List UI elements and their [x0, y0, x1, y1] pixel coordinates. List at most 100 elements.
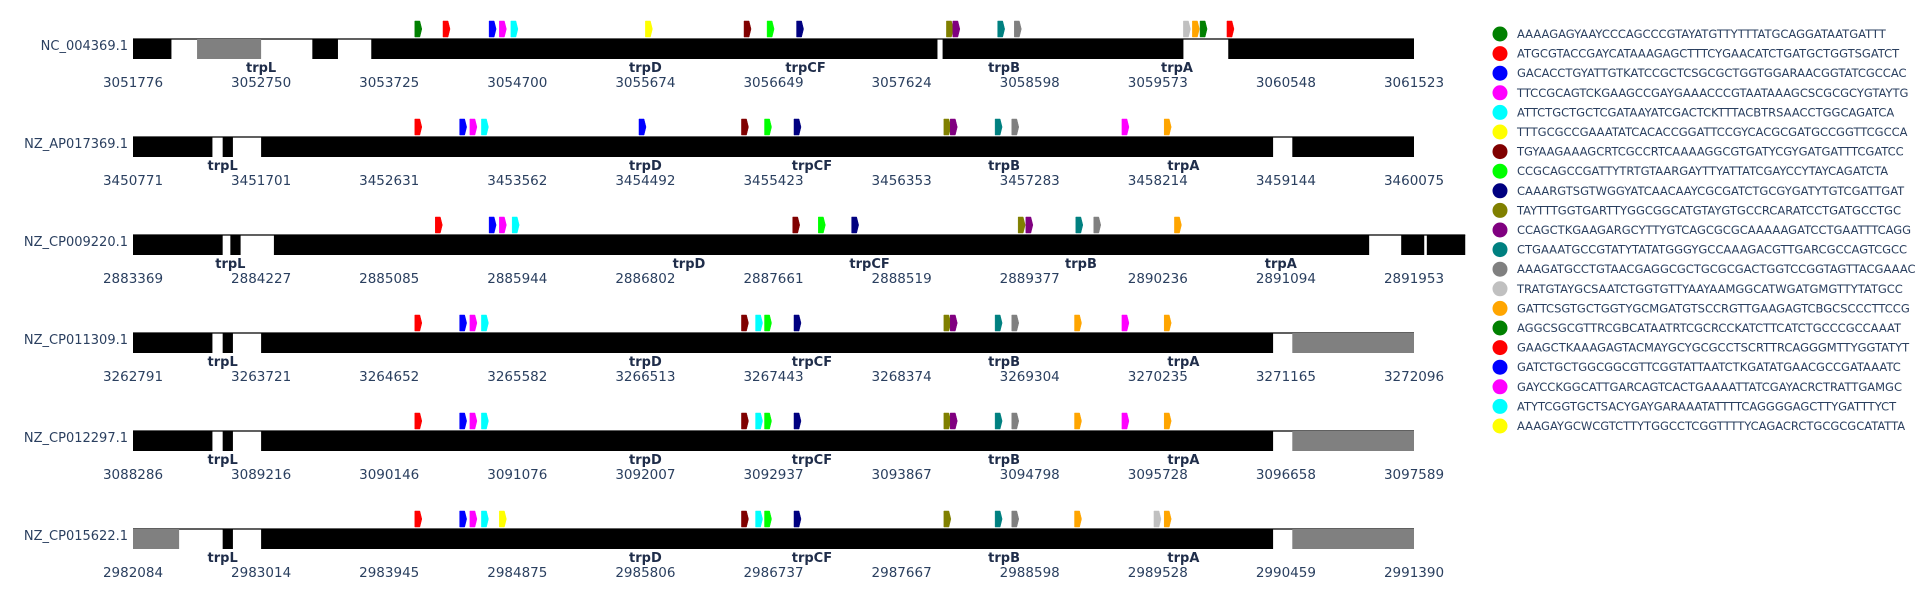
tick-label: 3456353: [872, 173, 932, 189]
motif-marker: [994, 412, 1003, 430]
legend-marker: [1492, 320, 1508, 336]
gene-block: [230, 235, 241, 255]
tick-label: 3097589: [1384, 467, 1444, 483]
motif-marker: [1163, 118, 1172, 136]
tick-label: 3058598: [1000, 75, 1060, 91]
motif-marker: [442, 20, 451, 38]
tick-label: 2884227: [231, 271, 291, 287]
gene-label: trpD: [629, 61, 662, 76]
legend-marker: [1492, 418, 1508, 434]
motif-marker: [766, 20, 775, 38]
motif-marker: [1017, 216, 1026, 234]
legend-marker: [1492, 340, 1508, 356]
tick-label: 3090146: [359, 467, 419, 483]
legend-label: TTTGCGCCGAAATATCACACCGGATTCCGYCACGCGATGC…: [1516, 125, 1908, 139]
legend-label: TRATGTAYGCSAATCTGGTGTTYAAYAAMGGCATWGATGM…: [1516, 282, 1903, 296]
motif-marker: [435, 216, 443, 234]
motif-marker: [459, 314, 467, 332]
gene-block: [1292, 137, 1414, 157]
tick-label: 3057624: [872, 75, 932, 91]
gene-label: trpA: [1167, 159, 1199, 174]
motif-marker: [818, 216, 826, 234]
gene-label: trpL: [208, 159, 238, 174]
legend-marker: [1492, 359, 1508, 375]
gene-block: [261, 431, 1274, 451]
motif-marker: [511, 216, 520, 234]
legend-marker: [1492, 261, 1508, 277]
motif-marker: [793, 314, 802, 332]
motif-marker: [469, 412, 478, 430]
tick-label: 3056649: [743, 75, 803, 91]
tick-label: 2988598: [1000, 565, 1060, 581]
motif-marker: [952, 20, 961, 38]
motif-marker: [1075, 216, 1084, 234]
tick-label: 2889377: [1000, 271, 1060, 287]
legend-marker: [1492, 163, 1508, 179]
legend-label: AAAGATGCCTGTAACGAGGCGCTGCGCGACTGGTCCGGTA…: [1517, 262, 1916, 276]
motif-marker: [741, 314, 749, 332]
legend-label: CCGCAGCCGATTYTRTGTAARGAYTTYATTATCGAYCCYT…: [1517, 164, 1888, 178]
motif-marker: [414, 314, 423, 332]
legend-label: AAAGAYGCWCGTCTTYTGGCCTCGGTTTTYCAGACRCTGC…: [1517, 419, 1905, 433]
gene-block: [942, 39, 1184, 59]
motif-marker: [645, 20, 653, 38]
gene-block: [133, 235, 223, 255]
motif-marker: [488, 20, 497, 38]
gene-label: trpB: [988, 61, 1020, 76]
legend-label: ATGCGTACCGAYCATAAAGAGCTTTCYGAACATCTGATGC…: [1517, 47, 1900, 61]
track-label: NZ_AP017369.1: [24, 137, 128, 152]
motif-marker: [1074, 412, 1082, 430]
motif-marker: [741, 412, 749, 430]
gene-block: [133, 431, 213, 451]
motif-marker: [950, 314, 958, 332]
gene-label: trpA: [1167, 551, 1199, 566]
legend-marker: [1492, 398, 1508, 414]
motif-marker: [1011, 412, 1020, 430]
motif-marker: [755, 510, 763, 528]
motif-marker: [943, 314, 952, 332]
tick-label: 3271165: [1256, 369, 1316, 385]
tick-label: 3264652: [359, 369, 419, 385]
motif-marker: [743, 20, 752, 38]
legend-label: AGGCSGCGTTRCGBCATAATRTCGCRCCKATCTTCATCTG…: [1517, 321, 1902, 335]
gene-block: [1401, 235, 1425, 255]
gene-block: [1426, 235, 1466, 255]
tick-label: 2989528: [1128, 565, 1188, 581]
gene-label: trpCF: [792, 551, 832, 566]
motif-marker: [1014, 20, 1022, 38]
legend-label: CAAARGTSGTWGGYATCAACAAYCGCGATCTGCGYGATYT…: [1517, 184, 1905, 198]
legend-marker: [1492, 85, 1508, 101]
motif-marker: [414, 118, 423, 136]
gene-block: [222, 431, 233, 451]
motif-marker: [943, 510, 952, 528]
gene-block: [371, 39, 938, 59]
tick-label: 2886802: [615, 271, 675, 287]
tick-label: 3060548: [1256, 75, 1316, 91]
tick-label: 3272096: [1384, 369, 1444, 385]
tick-label: 2891094: [1256, 271, 1316, 287]
motif-marker: [943, 412, 952, 430]
motif-marker: [1121, 412, 1130, 430]
motif-marker: [1153, 510, 1162, 528]
motif-marker: [1121, 118, 1130, 136]
gene-label: trpB: [988, 453, 1020, 468]
motif-marker: [950, 118, 958, 136]
motif-marker: [481, 118, 489, 136]
tick-label: 3061523: [1384, 75, 1444, 91]
legend-label: CCAGCTKGAAGARGCYTTYGTCAGCGCGCAAAAAGATCCT…: [1517, 223, 1911, 237]
tick-label: 2987667: [872, 565, 932, 581]
motif-marker: [1011, 314, 1020, 332]
tick-label: 2991390: [1384, 565, 1444, 581]
tick-label: 3459144: [1256, 173, 1316, 189]
motif-marker: [1121, 314, 1130, 332]
gap-region: [197, 39, 262, 59]
motif-marker: [793, 412, 802, 430]
tick-label: 3089216: [231, 467, 291, 483]
tick-label: 2888519: [872, 271, 932, 287]
legend-label: GATTCSGTGCTGGTYGCMGATGTSCCRGTTGAAGAGTCBG…: [1517, 301, 1910, 315]
gene-label: trpCF: [849, 257, 889, 272]
motif-marker: [851, 216, 859, 234]
gene-block: [261, 137, 1274, 157]
legend-label: TGYAAGAAAGCRTCGCCRTCAAAAGGCGTGATYCGYGATG…: [1516, 145, 1904, 159]
tick-label: 2885944: [487, 271, 547, 287]
